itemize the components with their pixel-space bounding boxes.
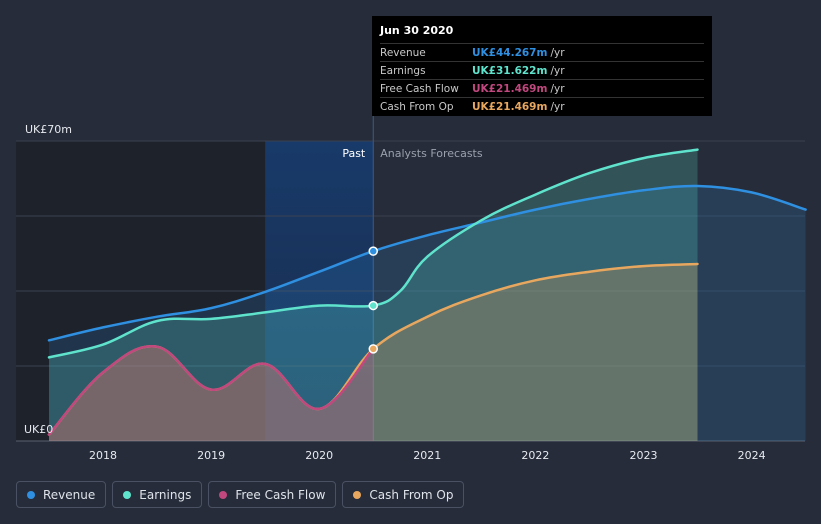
x-tick-label: 2018 bbox=[89, 449, 117, 462]
tooltip-label: Free Cash Flow bbox=[380, 82, 459, 95]
y-axis-bottom-label: UK£0 bbox=[24, 423, 53, 436]
earnings-line bbox=[47, 148, 699, 359]
y-axis-top-label: UK£70m bbox=[25, 123, 72, 136]
earnings-area bbox=[49, 149, 698, 441]
legend-item-earnings[interactable]: Earnings bbox=[112, 481, 203, 508]
past-label: Past bbox=[342, 147, 366, 160]
tooltip-label: Revenue bbox=[380, 46, 426, 59]
legend-label: Cash From Op bbox=[369, 487, 454, 502]
earnings-marker bbox=[368, 300, 378, 311]
tooltip-value: UK£31.622m bbox=[472, 64, 548, 77]
cash-from-op-marker bbox=[368, 344, 378, 354]
x-tick-label: 2024 bbox=[738, 449, 766, 462]
legend-dot-icon bbox=[219, 490, 228, 499]
tooltip-date: Jun 30 2020 bbox=[380, 24, 454, 37]
revenue-line bbox=[47, 184, 807, 342]
legend-dot-icon bbox=[27, 490, 35, 499]
tooltip-label: Cash From Op bbox=[380, 100, 454, 113]
x-tick-label: 2023 bbox=[630, 449, 658, 462]
chart-legend: Revenue Earnings Free Cash Flow Cash Fro… bbox=[16, 481, 465, 508]
x-tick-label: 2021 bbox=[413, 449, 441, 462]
revenue-marker bbox=[368, 246, 378, 256]
x-tick-label: 2019 bbox=[197, 449, 225, 462]
legend-item-revenue[interactable]: Revenue bbox=[16, 481, 107, 508]
tooltip-value: UK£21.469m bbox=[472, 100, 548, 113]
legend-item-free-cash-flow[interactable]: Free Cash Flow bbox=[208, 481, 337, 508]
chart-lines bbox=[47, 148, 807, 436]
tooltip-row-cash-from-op: Cash From Op UK£21.469m /yr bbox=[380, 97, 704, 115]
tooltip-row-earnings: Earnings UK£31.622m /yr bbox=[380, 61, 704, 79]
free-cash-flow-area bbox=[49, 346, 374, 441]
legend-label: Revenue bbox=[43, 487, 96, 502]
legend-label: Free Cash Flow bbox=[235, 487, 326, 502]
tooltip-unit: /yr bbox=[550, 100, 565, 113]
tooltip-unit: /yr bbox=[550, 64, 565, 77]
hover-tooltip: Jun 30 2020 Revenue UK£44.267m /yr Earni… bbox=[372, 16, 712, 116]
tooltip-value: UK£44.267m bbox=[472, 46, 548, 59]
tooltip-unit: /yr bbox=[550, 82, 565, 95]
legend-item-cash-from-op[interactable]: Cash From Op bbox=[342, 481, 465, 508]
legend-label: Earnings bbox=[139, 487, 192, 502]
legend-dot-icon bbox=[123, 490, 132, 499]
x-tick-label: 2020 bbox=[305, 449, 333, 462]
x-tick-label: 2022 bbox=[521, 449, 549, 462]
tooltip-row-free-cash-flow: Free Cash Flow UK£21.469m /yr bbox=[380, 79, 704, 97]
tooltip-value: UK£21.469m bbox=[472, 82, 548, 95]
forecast-label: Analysts Forecasts bbox=[380, 147, 483, 160]
legend-dot-icon bbox=[353, 490, 362, 499]
chart-markers bbox=[368, 246, 378, 354]
free-cash-flow-line bbox=[47, 344, 375, 436]
chart-labels: UK£70m UK£0 Past Analysts Forecasts 2018 2019… bbox=[24, 123, 766, 462]
tooltip-label: Earnings bbox=[380, 64, 426, 77]
tooltip-unit: /yr bbox=[550, 46, 565, 59]
tooltip-row-revenue: Revenue UK£44.267m /yr bbox=[380, 43, 704, 61]
